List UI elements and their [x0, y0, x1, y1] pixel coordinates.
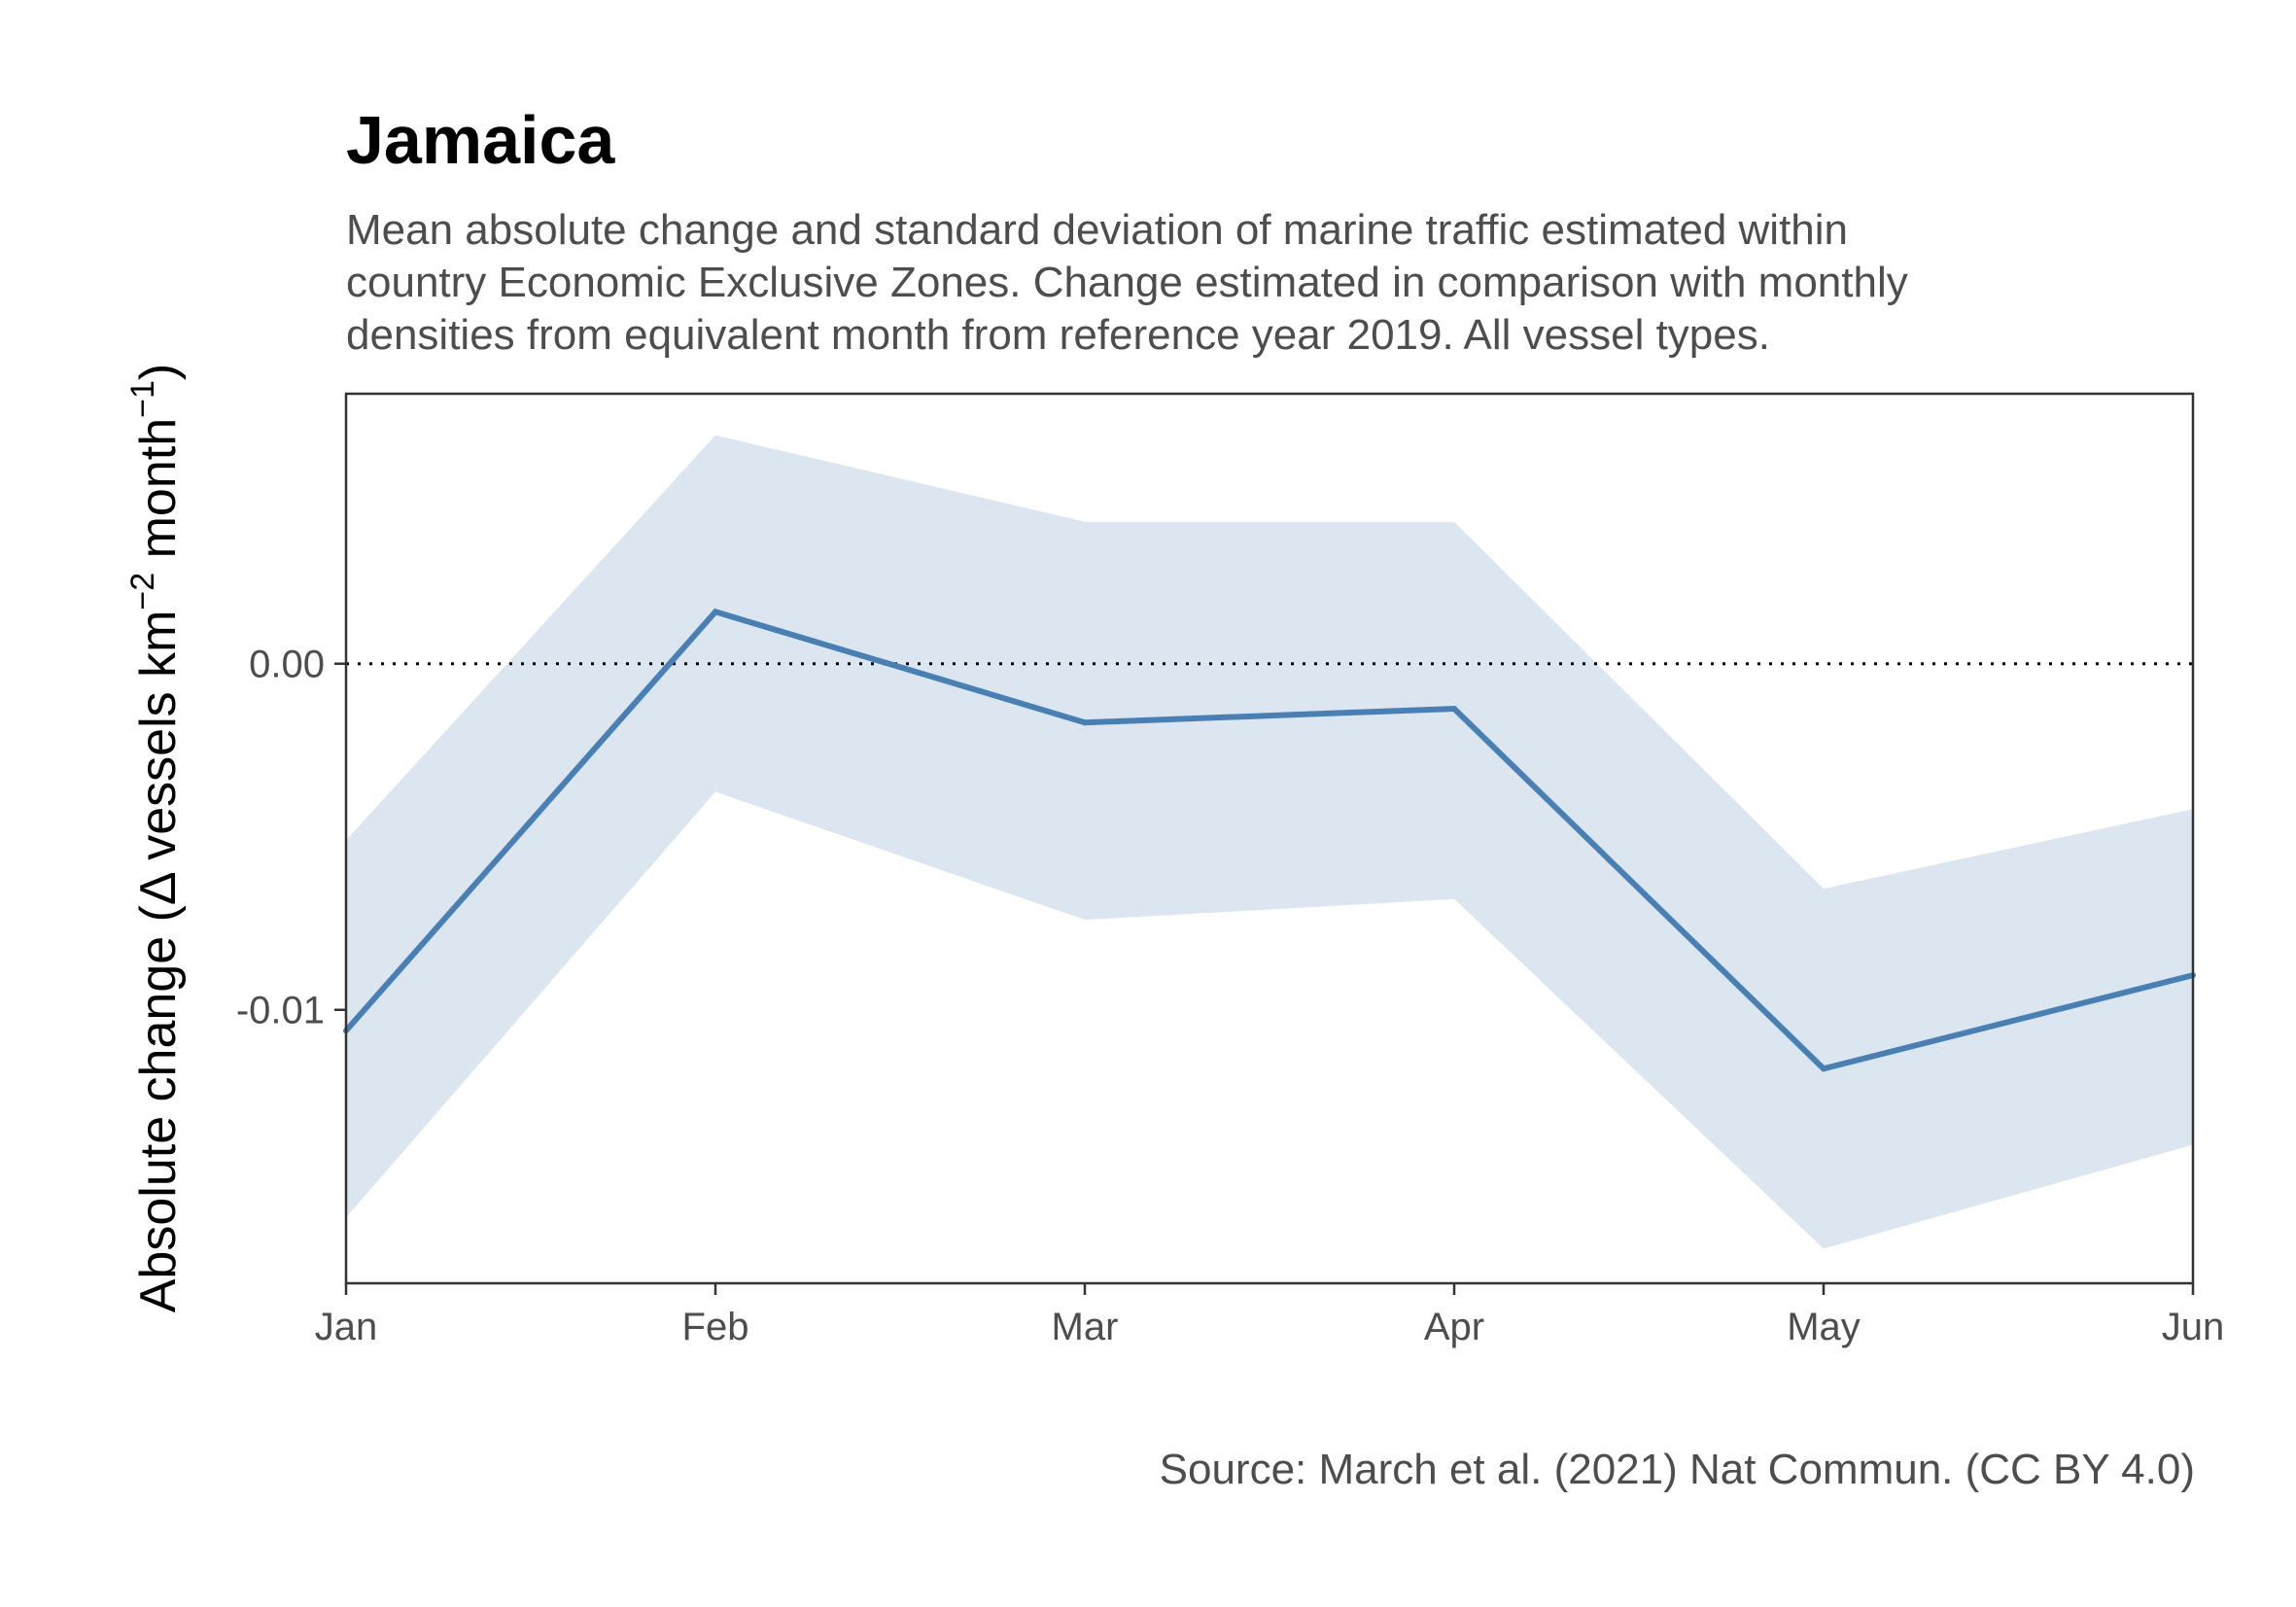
x-tick-label-mar: Mar — [1052, 1306, 1119, 1348]
delta-symbol: Δ — [130, 872, 187, 905]
mean-point-apr — [1451, 705, 1457, 712]
chart-caption: Source: March et al. (2021) Nat Commun. … — [1159, 1446, 2195, 1493]
plot-area: Jan Feb Mar Apr May Jun 0.00 -0.01 — [236, 392, 2225, 1348]
subtitle-line-2: country Economic Exclusive Zones. Change… — [346, 259, 1908, 306]
km-exponent: −2 — [124, 573, 161, 611]
month-exponent: −1 — [124, 380, 161, 418]
y-axis-title-unit: vessels km — [130, 611, 187, 875]
sd-band — [346, 435, 2193, 1249]
x-tick-label-apr: Apr — [1424, 1306, 1484, 1348]
x-tick-label-feb: Feb — [682, 1306, 749, 1348]
x-tick-label-jan: Jan — [315, 1306, 378, 1348]
y-tick-label-0: 0.00 — [249, 644, 325, 686]
plot-frame — [344, 392, 2195, 1285]
y-axis-title-end: ) — [130, 364, 187, 380]
y-axis-title-start: Absolute change ( — [130, 904, 187, 1312]
mean-point-mar — [1082, 719, 1088, 726]
x-tick-label-jun: Jun — [2162, 1306, 2225, 1348]
y-tick-label-1: -0.01 — [236, 990, 325, 1032]
y-axis-title-month: month — [130, 418, 187, 573]
chart-subtitle: Mean absolute change and standard deviat… — [346, 204, 2193, 362]
mean-point-may — [1821, 1066, 1826, 1072]
x-tick-label-may: May — [1787, 1306, 1861, 1348]
subtitle-line-1: Mean absolute change and standard deviat… — [346, 206, 1849, 254]
mean-line — [343, 608, 2194, 1072]
chart-title: Jamaica — [346, 102, 615, 178]
y-axis-title: Absolute change (Δ vessels km−2 month−1) — [124, 364, 187, 1313]
mean-point-feb — [713, 609, 718, 615]
subtitle-line-3: densities from equivalent month from ref… — [346, 311, 1770, 359]
